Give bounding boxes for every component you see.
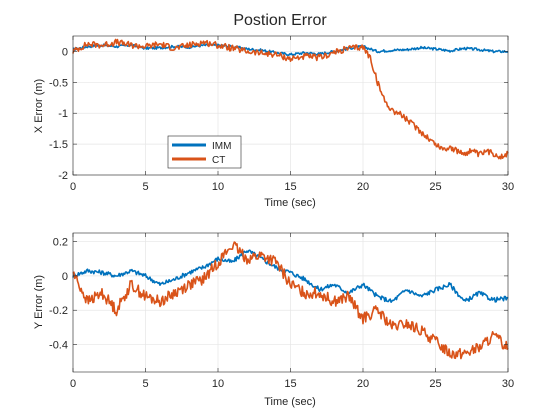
y-tick-label: -1 bbox=[58, 108, 68, 120]
x-tick-label: 15 bbox=[284, 181, 296, 193]
y-tick-label: -0.5 bbox=[49, 77, 68, 89]
x-tick-label: 30 bbox=[502, 378, 514, 390]
x-tick-label: 0 bbox=[70, 378, 76, 390]
x-tick-label: 10 bbox=[212, 378, 224, 390]
x-tick-label: 20 bbox=[357, 181, 369, 193]
series-line-ct bbox=[72, 38, 509, 160]
y-tick-label: -0.4 bbox=[49, 340, 68, 352]
plot-lines bbox=[72, 38, 509, 160]
x-tick-label: 30 bbox=[502, 181, 514, 193]
x-tick-label: 0 bbox=[70, 181, 76, 193]
y-axis-label: X Error (m) bbox=[33, 79, 45, 133]
series-line-imm bbox=[72, 249, 509, 303]
legend-box bbox=[167, 135, 242, 169]
x-axis-label: Time (sec) bbox=[264, 197, 316, 209]
y-tick-label: -1.5 bbox=[49, 139, 68, 151]
x-tick-label: 25 bbox=[429, 378, 441, 390]
x-tick-label: 5 bbox=[142, 378, 148, 390]
ticks: 0 5 10 15 20 25 30 -2 -1.5 -1 -0.5 0 bbox=[49, 36, 514, 193]
x-tick-label: 25 bbox=[429, 181, 441, 193]
figure-title: Postion Error bbox=[233, 12, 327, 29]
y-tick-label: 0 bbox=[62, 271, 68, 283]
y-tick-label: 0.2 bbox=[53, 237, 68, 249]
x-tick-label: 10 bbox=[212, 181, 224, 193]
x-axis-label: Time (sec) bbox=[264, 396, 316, 408]
legend-label-imm: IMM bbox=[212, 141, 231, 152]
y-tick-label: 0 bbox=[62, 46, 68, 58]
y-error-axes: 0 5 10 15 20 25 30 -0.4 -0.2 0 0.2 Time (sec) Y Er… bbox=[33, 232, 514, 408]
series-line-ct bbox=[72, 241, 509, 360]
plot-lines bbox=[72, 241, 509, 360]
y-tick-label: -2 bbox=[58, 170, 68, 182]
y-axis-label: Y Error (m) bbox=[33, 275, 45, 329]
x-tick-label: 15 bbox=[284, 378, 296, 390]
y-tick-label: -0.2 bbox=[49, 305, 68, 317]
legend-label-ct: CT bbox=[212, 155, 225, 166]
ticks: 0 5 10 15 20 25 30 -0.4 -0.2 0 0.2 bbox=[49, 233, 514, 390]
x-tick-label: 5 bbox=[142, 181, 148, 193]
legend: IMM CT bbox=[167, 135, 242, 169]
x-tick-label: 20 bbox=[357, 378, 369, 390]
x-error-axes: 0 5 10 15 20 25 30 -2 -1.5 -1 -0.5 0 Time (sec) X E… bbox=[33, 35, 514, 209]
